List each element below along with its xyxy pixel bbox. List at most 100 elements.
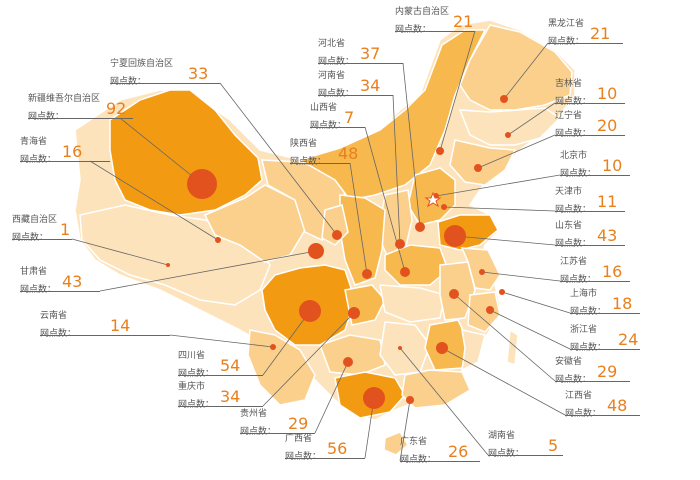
- count-value: 92: [106, 99, 127, 118]
- count-label: 网点数：: [290, 157, 327, 167]
- region-name: 浙江省: [570, 325, 598, 335]
- label-underline: [20, 161, 110, 162]
- leader-line-anhui: [453, 293, 556, 382]
- dot-guangdong: [406, 396, 414, 404]
- region-shaanxi: [339, 194, 386, 286]
- region-hubei: [379, 284, 446, 323]
- leader-line-jiangsu: [481, 271, 561, 282]
- dot-gansu: [308, 243, 324, 259]
- region-name: 河南省: [318, 71, 346, 81]
- leader-line-shanghai: [501, 291, 571, 314]
- region-name: 北京市: [560, 151, 588, 161]
- region-jilin: [458, 107, 562, 146]
- leader-line-henan: [392, 94, 401, 245]
- label-underline: [20, 291, 100, 292]
- count-label: 网点数：: [178, 400, 215, 410]
- dot-ningxia: [332, 230, 342, 240]
- dot-guizhou: [343, 357, 353, 367]
- region-name: 青海省: [20, 137, 48, 147]
- label-chongqing: 重庆市 网点数： 34: [178, 383, 263, 410]
- label-underline: [318, 95, 393, 96]
- dot-tibet: [166, 263, 170, 267]
- label-underline: [570, 349, 640, 350]
- leader-line-guangdong: [399, 399, 411, 462]
- leader-line-beijing: [435, 174, 561, 197]
- label-jiangxi: 江西省 网点数： 48: [565, 392, 640, 419]
- region-name: 山东省: [555, 221, 583, 231]
- count-value: 43: [597, 226, 618, 245]
- count-label: 网点数：: [560, 169, 597, 179]
- label-heilongjiang: 黑龙江省 网点数： 21: [548, 20, 623, 47]
- dot-shaanxi: [362, 269, 372, 279]
- count-value: 21: [453, 12, 474, 31]
- leader-line-sichuan: [262, 310, 311, 376]
- region-name: 西藏自治区: [12, 215, 58, 225]
- dot-qinghai: [215, 237, 221, 243]
- label-ningxia: 宁夏回族自治区 网点数： 33: [110, 60, 220, 87]
- dot-shandong: [444, 225, 466, 247]
- region-name: 天津市: [555, 187, 583, 197]
- dot-hebei: [415, 222, 425, 232]
- label-underline: [240, 433, 315, 434]
- label-tianjin: 天津市 网点数： 11: [555, 188, 625, 215]
- label-underline: [560, 281, 630, 282]
- leader-line-guizhou: [314, 361, 349, 434]
- leader-lines: [71, 30, 571, 462]
- label-underline: [560, 175, 630, 176]
- count-value: 48: [338, 144, 359, 163]
- dot-yunnan: [270, 344, 276, 350]
- dot-sichuan: [299, 300, 321, 322]
- count-label: 网点数：: [240, 427, 277, 437]
- label-underline: [290, 163, 350, 164]
- label-guizhou: 贵州省 网点数： 29: [240, 410, 315, 437]
- count-label: 网点数：: [28, 112, 65, 122]
- label-qinghai: 青海省 网点数： 16: [20, 138, 110, 165]
- region-name: 贵州省: [240, 409, 268, 419]
- dot-chongqing: [348, 307, 360, 319]
- count-label: 网点数：: [555, 97, 592, 107]
- label-guangdong: 广东省 网点数： 26: [400, 438, 480, 465]
- label-hunan: 湖南省 网点数： 5: [488, 432, 563, 459]
- region-zhejiang: [467, 291, 501, 333]
- label-underline: [555, 381, 630, 382]
- count-label: 网点数：: [178, 369, 215, 379]
- label-underline: [28, 118, 133, 119]
- label-underline: [488, 455, 563, 456]
- region-name: 上海市: [570, 289, 598, 299]
- label-jiangsu: 江苏省 网点数： 16: [560, 258, 630, 285]
- label-underline: [555, 135, 625, 136]
- count-value: 43: [62, 272, 83, 291]
- leader-line-hebei: [402, 62, 421, 228]
- region-name: 江苏省: [560, 257, 588, 267]
- label-sichuan: 四川省 网点数： 54: [178, 352, 263, 379]
- count-value: 26: [448, 442, 469, 461]
- label-xinjiang: 新疆维吾尔自治区 网点数： 92: [28, 95, 133, 122]
- leader-line-hunan: [399, 347, 489, 456]
- leader-line-tibet: [71, 238, 169, 266]
- label-beijing: 北京市网点数： 10: [560, 152, 630, 179]
- count-value: 10: [602, 156, 623, 175]
- count-label: 网点数：: [555, 375, 592, 385]
- count-value: 18: [612, 294, 633, 313]
- label-underline: [318, 63, 403, 64]
- region-name: 广东省: [400, 437, 428, 447]
- leader-line-shaanxi: [349, 162, 368, 275]
- region-name: 新疆维吾尔自治区: [28, 94, 101, 104]
- region-name: 安徽省: [555, 357, 583, 367]
- region-name: 四川省: [178, 351, 206, 361]
- count-value: 37: [360, 44, 381, 63]
- count-label: 网点数：: [488, 449, 525, 459]
- region-name: 黑龙江省: [548, 19, 585, 29]
- region-taiwan: [506, 328, 519, 367]
- leader-line-qinghai: [89, 160, 219, 241]
- region-name: 陕西省: [290, 139, 318, 149]
- leader-line-jiangxi: [441, 347, 566, 416]
- label-underline: [548, 43, 623, 44]
- dot-shanghai: [499, 289, 505, 295]
- count-label: 网点数：: [12, 233, 49, 243]
- region-xinjiang: [109, 89, 263, 216]
- count-label: 网点数：: [548, 37, 585, 47]
- count-label: 网点数：: [318, 57, 355, 67]
